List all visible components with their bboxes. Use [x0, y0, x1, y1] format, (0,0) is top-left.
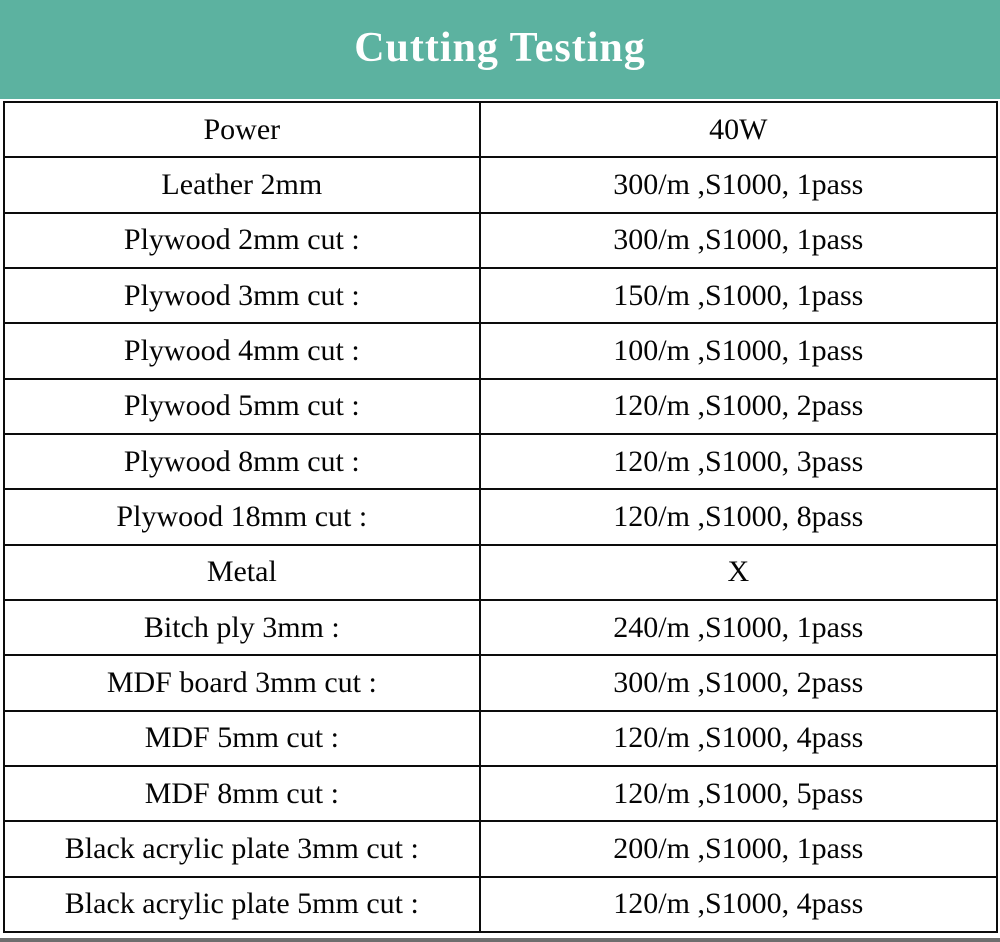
settings-cell: 120/m ,S1000, 4pass	[479, 709, 998, 767]
table-row: Plywood 4mm cut :100/m ,S1000, 1pass	[2, 322, 998, 380]
settings-cell: 120/m ,S1000, 4pass	[479, 875, 998, 934]
settings-cell: 300/m ,S1000, 1pass	[479, 211, 998, 269]
table-row: Plywood 3mm cut :150/m ,S1000, 1pass	[2, 266, 998, 325]
material-cell: Plywood 18mm cut :	[2, 488, 482, 546]
settings-cell: 40W	[479, 100, 998, 159]
page-title: Cutting Testing	[354, 24, 646, 71]
settings-cell: X	[479, 543, 998, 601]
table-row: Black acrylic plate 3mm cut :200/m ,S100…	[2, 820, 998, 878]
settings-cell: 120/m ,S1000, 2pass	[479, 377, 998, 435]
table-row: Bitch ply 3mm :240/m ,S1000, 1pass	[2, 598, 998, 657]
settings-cell: 120/m ,S1000, 5pass	[479, 764, 998, 823]
table-row: MDF 5mm cut :120/m ,S1000, 4pass	[2, 709, 998, 767]
settings-cell: 100/m ,S1000, 1pass	[479, 322, 998, 380]
material-cell: MDF 5mm cut :	[2, 709, 482, 767]
table-row: Plywood 8mm cut :120/m ,S1000, 3pass	[2, 432, 998, 491]
material-cell: Plywood 8mm cut :	[2, 432, 482, 491]
settings-cell: 120/m ,S1000, 8pass	[479, 488, 998, 546]
table-row: MDF board 3mm cut :300/m ,S1000, 2pass	[2, 654, 998, 712]
bottom-edge-strip	[0, 938, 1000, 942]
table-row: Plywood 5mm cut :120/m ,S1000, 2pass	[2, 377, 998, 435]
material-cell: Bitch ply 3mm :	[2, 598, 482, 657]
material-cell: MDF 8mm cut :	[2, 764, 482, 823]
material-cell: Plywood 3mm cut :	[2, 266, 482, 325]
settings-cell: 200/m ,S1000, 1pass	[479, 820, 998, 878]
table-body: Power 40W Leather 2mm 300/m ,S1000, 1pass Pl…	[2, 100, 998, 934]
material-cell: Plywood 5mm cut :	[2, 377, 482, 435]
table-row: Leather 2mm 300/m ,S1000, 1pass	[2, 156, 998, 214]
material-cell: Black acrylic plate 3mm cut :	[2, 820, 482, 878]
material-cell: Plywood 4mm cut :	[2, 322, 482, 380]
material-cell: Leather 2mm	[2, 156, 482, 214]
material-cell: Black acrylic plate 5mm cut :	[2, 875, 482, 934]
material-cell: Plywood 2mm cut :	[2, 211, 482, 269]
settings-cell: 300/m ,S1000, 2pass	[479, 654, 998, 712]
table-row: Metal X	[2, 543, 998, 601]
table-row: Power 40W	[2, 100, 998, 159]
settings-cell: 150/m ,S1000, 1pass	[479, 266, 998, 325]
title-banner: Cutting Testing	[0, 0, 1000, 99]
settings-cell: 300/m ,S1000, 1pass	[479, 156, 998, 214]
settings-cell: 240/m ,S1000, 1pass	[479, 598, 998, 657]
table-row: Plywood 18mm cut :120/m ,S1000, 8pass	[2, 488, 998, 546]
table-row: Plywood 2mm cut :300/m ,S1000, 1pass	[2, 211, 998, 269]
material-cell: Metal	[2, 543, 482, 601]
table-row: MDF 8mm cut :120/m ,S1000, 5pass	[2, 764, 998, 823]
table-row: Black acrylic plate 5mm cut :120/m ,S100…	[2, 875, 998, 934]
cutting-testing-table: Power 40W Leather 2mm 300/m ,S1000, 1pass Pl…	[2, 100, 998, 934]
material-cell: MDF board 3mm cut :	[2, 654, 482, 712]
material-cell: Power	[2, 100, 482, 159]
settings-cell: 120/m ,S1000, 3pass	[479, 432, 998, 491]
